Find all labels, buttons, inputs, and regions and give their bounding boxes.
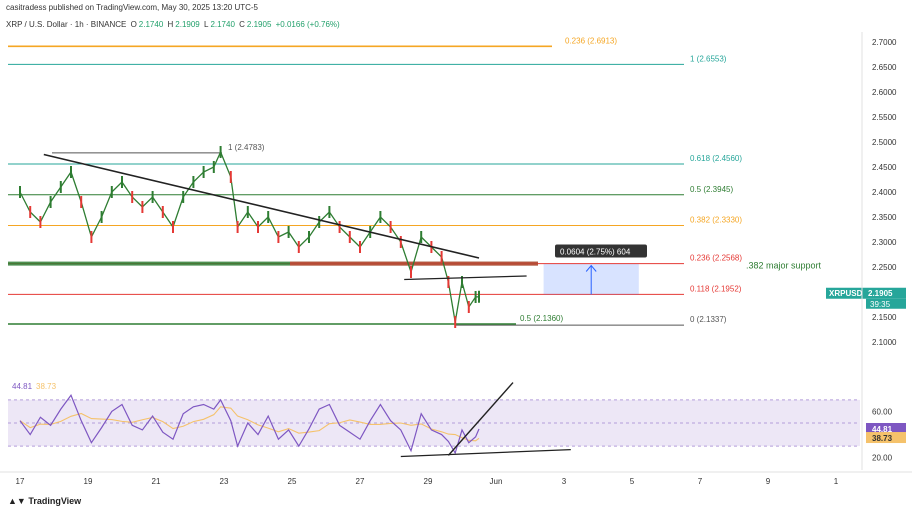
rsi-ma-legend-value: 38.73 (36, 382, 57, 391)
fib-level-label: 0.5 (2.3945) (690, 185, 733, 194)
rsi-ma-line (19, 406, 480, 442)
support-band (8, 261, 538, 266)
ohlc-legend: XRP / U.S. Dollar · 1h · BINANCE O 2.1740… (6, 20, 342, 29)
y-tick-label: 2.3000 (872, 238, 897, 247)
symbol-title: XRP / U.S. Dollar · 1h · BINANCE (6, 20, 127, 29)
low-value: 2.1740 (210, 20, 235, 29)
trendline-descending (43, 153, 480, 259)
x-tick-label: Jun (490, 477, 503, 486)
rsi-y-tick: 60.00 (872, 407, 893, 416)
publisher-text: casitradess published on TradingView.com… (6, 3, 258, 12)
y-tick-label: 2.2500 (872, 263, 897, 272)
rsi-line (19, 394, 480, 455)
y-tick-label: 2.1500 (872, 313, 897, 322)
countdown-tag: 39:35 (870, 300, 891, 309)
support-annotation: .382 major support (746, 261, 822, 271)
x-tick-label: 29 (424, 477, 433, 486)
countdown-bg (866, 298, 906, 309)
low-label: L (203, 20, 209, 29)
measure-arrow-head (585, 264, 597, 272)
x-tick-label: 17 (16, 477, 25, 486)
y-tick-label: 2.5000 (872, 138, 897, 147)
y-tick-label: 2.4000 (872, 188, 897, 197)
rsi-trendline-up (447, 382, 514, 456)
fib-level-label: 1 (2.4783) (228, 143, 265, 152)
change-value: +0.0166 (+0.76%) (275, 20, 340, 29)
fib-level-label: 1 (2.6553) (690, 54, 727, 63)
rsi-y-tick: 20.00 (872, 454, 893, 463)
x-tick-label: 27 (356, 477, 365, 486)
x-tick-label: 21 (152, 477, 161, 486)
fib-level-label: 0.5 (2.1360) (520, 314, 563, 323)
x-tick-label: 3 (562, 477, 567, 486)
price-tag-bg (826, 287, 906, 299)
rsi-ma-tag-bg (866, 432, 906, 444)
x-tick-label: 9 (766, 477, 771, 486)
y-tick-label: 2.6000 (872, 88, 897, 97)
x-tick-label: 25 (288, 477, 297, 486)
rsi-tag-bg (866, 423, 906, 435)
trendline-flat (404, 275, 527, 281)
close-label: C (239, 20, 245, 29)
y-tick-label: 2.1000 (872, 338, 897, 347)
y-tick-label: 2.3500 (872, 213, 897, 222)
x-tick-label: 7 (698, 477, 703, 486)
y-tick-label: 2.6500 (872, 63, 897, 72)
y-tick-label: 2.5500 (872, 113, 897, 122)
brand-text: TradingView (28, 496, 82, 506)
rsi-tag: 44.81 (872, 425, 893, 434)
close-value: 2.1905 (246, 20, 272, 29)
rsi-legend-value: 44.81 (12, 382, 33, 391)
x-tick-label: 5 (630, 477, 635, 486)
rsi-ma-tag: 38.73 (872, 434, 893, 443)
fib-level-label: 0 (2.1337) (690, 315, 727, 324)
price-line (19, 150, 480, 323)
publisher-line: casitradess published on TradingView.com… (6, 3, 260, 12)
x-tick-label: 19 (84, 477, 93, 486)
x-tick-label: 23 (220, 477, 229, 486)
fib-level-label: 0.118 (2.1952) (690, 284, 742, 293)
fib-level-label: 0.618 (2.4560) (690, 154, 742, 163)
tradingview-logo: ▲▼ TradingView (8, 496, 82, 506)
measure-label: 0.0604 (2.75%) 604 (560, 248, 631, 257)
fib-level-label: 0.236 (2.2568) (690, 254, 742, 263)
measure-label-bg (555, 244, 647, 258)
open-label: O (130, 20, 137, 29)
last-price-tag: 2.1905 (868, 289, 893, 298)
rsi-trendline-flat (400, 448, 571, 458)
fib-level-label: 0.382 (2.3330) (690, 216, 742, 225)
high-value: 2.1909 (175, 20, 200, 29)
x-tick-label: 1 (834, 477, 839, 486)
y-tick-label: 2.4500 (872, 163, 897, 172)
y-tick-label: 2.7000 (872, 38, 897, 47)
high-label: H (167, 20, 174, 29)
symbol-tag: XRPUSD (829, 289, 863, 298)
fib-level-label: 0.236 (2.6913) (565, 36, 617, 45)
open-value: 2.1740 (138, 20, 164, 29)
